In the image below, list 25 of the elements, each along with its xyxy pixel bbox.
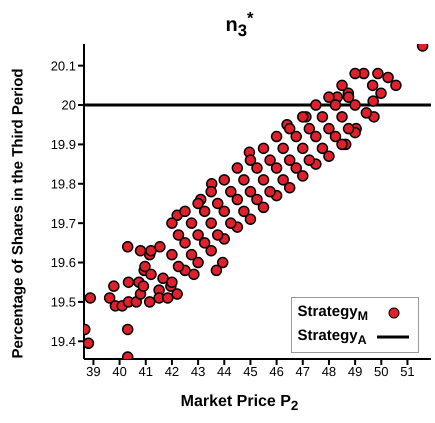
x-tick-label: 45 — [243, 364, 258, 380]
x-tick-label: 42 — [164, 364, 180, 380]
x-tick-label: 41 — [138, 364, 153, 380]
x-axis-title: Market Price P$_{2}$ — [180, 392, 298, 413]
x-tick-label: 51 — [400, 364, 415, 380]
y-tick-label: 19.6 — [50, 255, 76, 270]
legend-label: Strategy$_{M}$ — [298, 303, 368, 323]
y-tick-label: 19.7 — [50, 216, 76, 231]
x-tick-label: 40 — [112, 364, 127, 380]
y-tick-label: 19.8 — [50, 176, 76, 192]
y-axis-title: Percentage of Shares in the Third Period — [10, 68, 27, 359]
x-tick-label: 50 — [374, 364, 389, 380]
legend-label: Strategy$_{A}$ — [298, 327, 367, 347]
x-tick-label: 44 — [217, 364, 232, 380]
x-tick-label: 48 — [322, 364, 336, 380]
x-tick-label: 47 — [296, 364, 310, 380]
x-tick-label: 46 — [269, 364, 284, 380]
y-tick-label: 20.1 — [50, 58, 76, 74]
y-tick-label: 19.5 — [50, 294, 76, 310]
y-tick-label: 19.4 — [50, 334, 76, 349]
y-tick-label: 19.9 — [50, 137, 76, 152]
y-tick-label: 20 — [62, 98, 76, 113]
x-tick-label: 43 — [190, 364, 206, 380]
x-tick-label: 39 — [86, 364, 101, 380]
x-tick-label: 49 — [348, 364, 362, 380]
